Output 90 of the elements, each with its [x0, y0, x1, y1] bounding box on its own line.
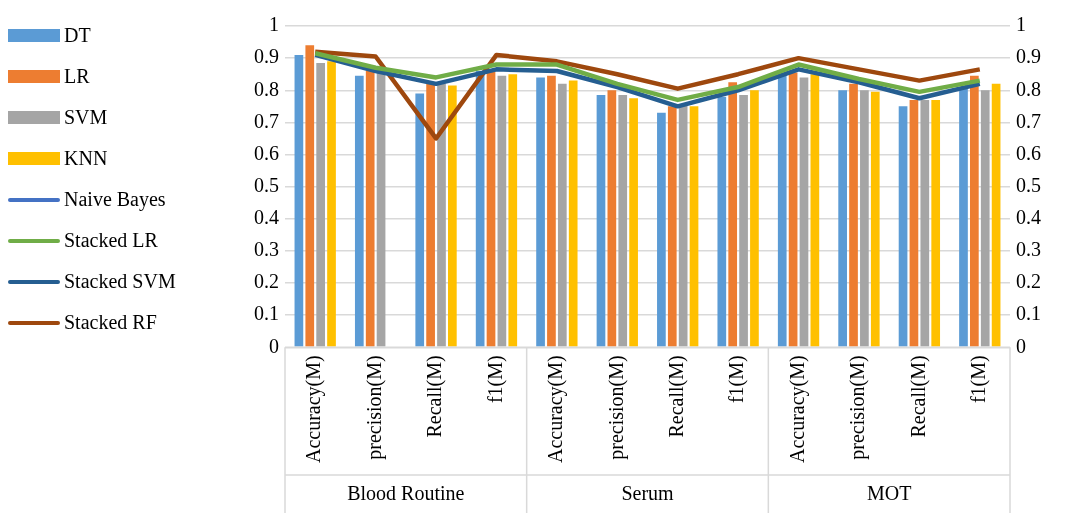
bar — [678, 104, 688, 347]
legend-label: LR — [64, 65, 90, 88]
bar — [810, 74, 820, 347]
bar — [860, 90, 869, 347]
bar — [777, 74, 787, 347]
bar — [354, 75, 364, 347]
x-tick-label: precision(M) — [362, 355, 386, 460]
y2-tick-label: 0.1 — [1016, 302, 1041, 325]
x-tick-label: precision(M) — [604, 355, 628, 460]
y-tick-label: 0.1 — [254, 302, 279, 325]
bar — [448, 85, 457, 347]
legend-label: Stacked SVM — [64, 270, 176, 293]
x-tick-label: Accuracy(M) — [544, 355, 568, 463]
text: Serum — [621, 482, 675, 505]
y2-tick-label: 1 — [1016, 13, 1026, 36]
bar — [931, 99, 941, 347]
bar — [415, 93, 425, 347]
y-tick-label: 0.9 — [254, 45, 279, 68]
bar — [909, 99, 919, 347]
bar — [294, 54, 304, 347]
bar — [426, 83, 435, 347]
y2-tick-label: 0.7 — [1016, 109, 1041, 132]
bar — [959, 87, 968, 347]
x-tick-label: precision(M) — [846, 355, 870, 460]
bar — [849, 83, 858, 347]
y-tick-label: 0.4 — [254, 206, 279, 229]
bar — [365, 70, 375, 347]
bar — [870, 91, 880, 347]
legend-label: SVM — [64, 106, 108, 129]
y2-tick-label: 0.4 — [1016, 206, 1041, 229]
bar — [486, 70, 496, 347]
bar — [316, 62, 325, 347]
y2-tick-label: 0.6 — [1016, 141, 1041, 164]
y-tick-label: 0 — [269, 334, 279, 357]
text: MOT — [866, 482, 912, 505]
y2-tick-label: 0 — [1016, 334, 1026, 357]
x-tick-label: Accuracy(M) — [785, 355, 809, 463]
bar — [991, 83, 1001, 347]
bar — [629, 98, 638, 347]
bar — [327, 61, 336, 347]
bar — [667, 106, 677, 347]
y-tick-label: 0.3 — [254, 238, 279, 261]
legend-label: Stacked RF — [64, 311, 157, 334]
bar — [838, 90, 847, 347]
x-tick-label: f1(M) — [483, 355, 507, 404]
bar — [508, 74, 518, 347]
bar — [437, 83, 446, 347]
bar — [607, 90, 617, 347]
bar — [557, 83, 567, 347]
bar — [536, 77, 545, 347]
bar — [305, 45, 315, 347]
bar — [898, 106, 908, 347]
x-tick-label: Recall(M) — [423, 355, 447, 438]
legend-label: KNN — [64, 147, 108, 170]
bar — [788, 72, 798, 347]
bar — [980, 90, 990, 347]
y2-tick-label: 0.9 — [1016, 45, 1041, 68]
y2-tick-label: 0.8 — [1016, 77, 1041, 100]
x-tick-label: f1(M) — [967, 355, 991, 404]
x-tick-label: Accuracy(M) — [302, 355, 326, 463]
bar — [689, 106, 699, 347]
y-tick-label: 0.6 — [254, 141, 279, 164]
y2-tick-label: 0.3 — [1016, 238, 1041, 261]
bar — [568, 80, 578, 347]
bar — [920, 99, 930, 347]
legend-label: DT — [64, 24, 91, 47]
y2-tick-label: 0.2 — [1016, 270, 1041, 293]
y-tick-label: 1 — [269, 13, 279, 36]
bar — [728, 82, 738, 347]
y-tick-label: 0.5 — [254, 173, 279, 196]
bar — [596, 95, 606, 347]
y-tick-label: 0.7 — [254, 109, 279, 132]
x-tick-label: Recall(M) — [906, 355, 930, 438]
bar — [799, 77, 809, 347]
bar — [618, 95, 628, 347]
y2-tick-label: 0.5 — [1016, 173, 1041, 196]
y-tick-label: 0.2 — [254, 270, 279, 293]
bar — [717, 96, 727, 347]
bar — [750, 90, 759, 347]
bar — [657, 112, 666, 347]
x-tick-label: f1(M) — [725, 355, 749, 404]
y-tick-label: 0.8 — [254, 77, 279, 100]
bar — [739, 95, 748, 347]
bar — [547, 75, 556, 347]
bar — [497, 75, 507, 347]
bar — [970, 75, 979, 347]
text: Blood Routine — [347, 482, 465, 505]
x-tick-label: Recall(M) — [664, 355, 688, 438]
legend-label: Stacked LR — [64, 229, 158, 252]
legend-label: Naive Bayes — [64, 188, 166, 211]
